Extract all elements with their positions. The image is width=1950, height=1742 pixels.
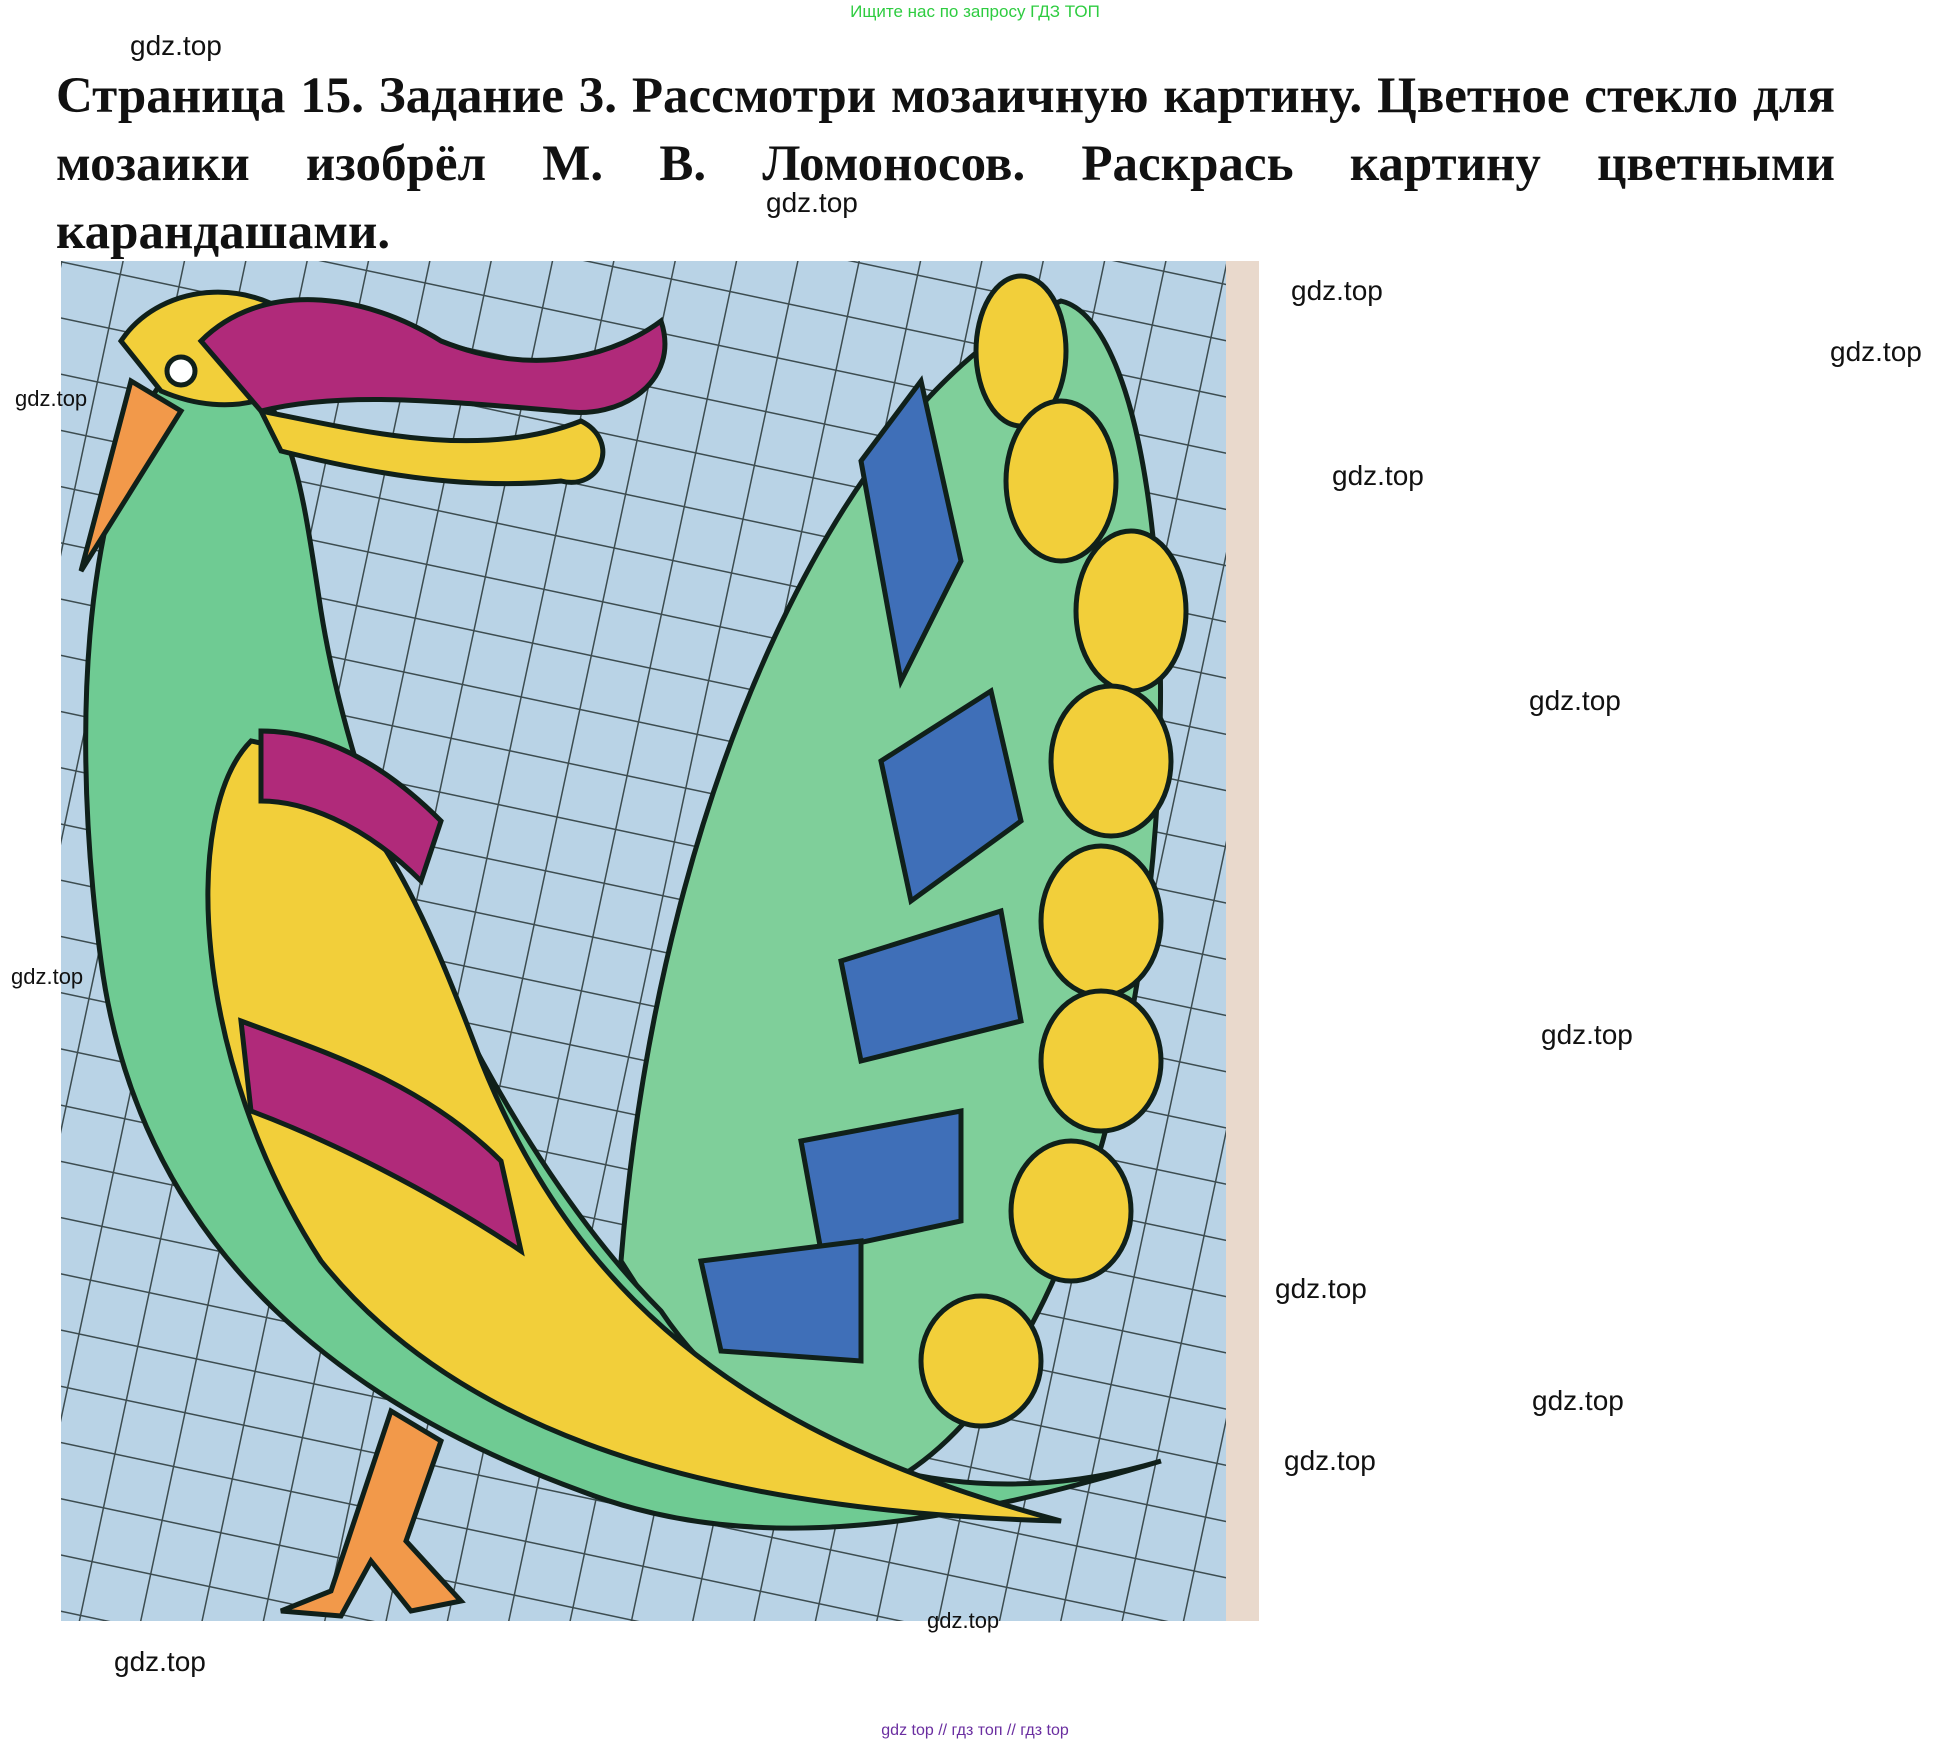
watermark: gdz.top: [1529, 685, 1621, 716]
watermark: gdz.top: [15, 386, 88, 411]
watermark: gdz.top: [1332, 460, 1424, 491]
watermark: gdz.top: [1541, 1019, 1633, 1050]
search-notice: Ищите нас по запросу ГДЗ ТОП: [850, 2, 1100, 21]
watermark: gdz.top: [1284, 1445, 1376, 1476]
watermark: gdz.top: [11, 964, 84, 989]
footer: gdz top // гдз топ // гдз top: [881, 1722, 1069, 1739]
mosaic-picture: [61, 261, 1259, 1621]
watermark: gdz.top: [1291, 275, 1383, 306]
watermark: gdz.top: [130, 30, 222, 61]
task-title: Страница 15. Задание 3. Рассмотри мозаич…: [56, 68, 1835, 260]
watermark: gdz.top: [927, 1608, 1000, 1633]
watermark: gdz.top: [1275, 1273, 1367, 1304]
watermark: gdz.top: [1532, 1385, 1624, 1416]
watermark: gdz.top: [1830, 336, 1922, 367]
watermark: gdz.top: [114, 1646, 206, 1677]
watermark: gdz.top: [766, 187, 858, 218]
